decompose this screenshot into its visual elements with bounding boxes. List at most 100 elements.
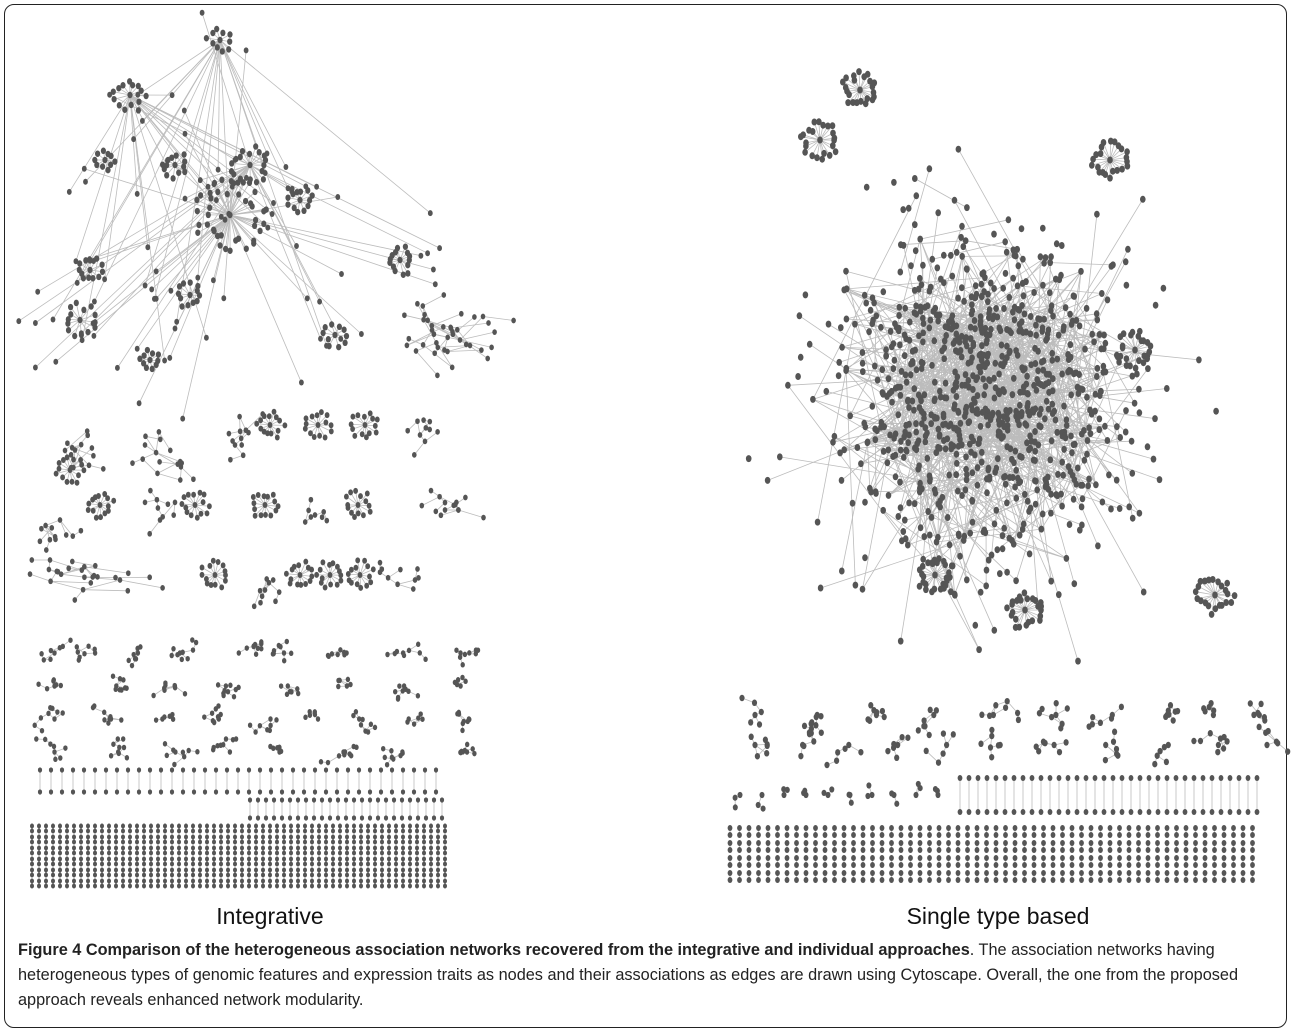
edge (217, 39, 221, 170)
node (30, 867, 34, 873)
node (401, 861, 405, 867)
node (1071, 580, 1078, 588)
node (345, 861, 349, 867)
edge (1200, 581, 1216, 596)
node (295, 797, 301, 803)
node (263, 815, 269, 821)
node (394, 872, 398, 878)
node (901, 453, 907, 461)
node (44, 845, 48, 851)
node (902, 516, 908, 524)
node (282, 861, 286, 867)
node (268, 856, 272, 862)
node (170, 850, 174, 856)
node (51, 839, 55, 845)
node (422, 861, 426, 867)
edge (864, 294, 957, 335)
node (428, 487, 434, 494)
edge (18, 164, 251, 322)
node (37, 856, 41, 862)
node (132, 656, 138, 662)
node (163, 883, 167, 889)
node (457, 654, 463, 660)
node (257, 767, 263, 773)
edge (1046, 307, 1066, 402)
node (261, 878, 265, 884)
node (65, 861, 69, 867)
node (217, 242, 223, 249)
node (345, 872, 349, 878)
node (1019, 364, 1025, 372)
node (128, 823, 132, 829)
edge (1093, 158, 1111, 161)
node (1129, 469, 1136, 477)
node (1096, 415, 1103, 423)
node (1004, 499, 1010, 507)
node (240, 861, 244, 867)
node (114, 878, 118, 884)
edge (422, 294, 444, 307)
node (1079, 495, 1086, 503)
node (463, 678, 468, 685)
node (1048, 253, 1054, 261)
node (78, 527, 84, 534)
node (160, 585, 165, 591)
node (237, 413, 242, 420)
node (996, 324, 1003, 332)
node (408, 856, 412, 862)
node (278, 643, 283, 650)
node (214, 197, 219, 204)
node (58, 845, 62, 851)
node (163, 872, 167, 878)
node (153, 295, 159, 302)
node (49, 525, 55, 531)
node (204, 510, 210, 517)
node (140, 117, 145, 124)
node (429, 834, 433, 840)
node (268, 861, 272, 867)
node (155, 505, 161, 511)
node (262, 170, 268, 176)
node (311, 434, 317, 440)
node (240, 878, 244, 884)
node (207, 503, 212, 510)
node (435, 372, 440, 379)
node (336, 677, 341, 684)
node (52, 716, 57, 722)
edge (983, 255, 1015, 274)
node (810, 395, 816, 403)
node (431, 331, 437, 338)
node (393, 688, 398, 695)
edge (1198, 586, 1216, 596)
node (303, 558, 309, 565)
edge (397, 583, 414, 590)
node (317, 856, 321, 862)
node (93, 514, 99, 521)
node (463, 341, 469, 348)
node (885, 375, 892, 383)
node (185, 655, 190, 662)
edge (927, 259, 1024, 512)
node (418, 711, 423, 717)
node (39, 525, 44, 532)
node (941, 337, 948, 345)
node (126, 657, 131, 664)
node (1083, 304, 1090, 312)
node (296, 834, 300, 840)
edge (1096, 261, 1127, 314)
node (198, 839, 202, 845)
node (349, 509, 354, 516)
node (327, 797, 333, 803)
node (324, 845, 328, 851)
node (163, 867, 167, 873)
edge (1109, 151, 1128, 161)
node (1026, 550, 1033, 558)
node (294, 243, 299, 249)
edge (81, 94, 131, 341)
node (91, 332, 97, 339)
edge (219, 39, 230, 214)
node (135, 107, 141, 114)
node (944, 514, 951, 521)
node (86, 839, 90, 845)
node (359, 828, 363, 834)
